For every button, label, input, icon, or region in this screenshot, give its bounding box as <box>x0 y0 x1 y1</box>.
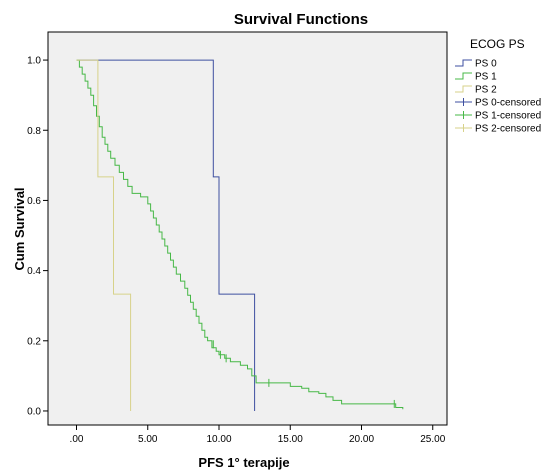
x-axis: .00 5.00 10.00 15.00 20.00 25.00 <box>70 425 446 445</box>
x-tick-label-0: .00 <box>70 434 84 445</box>
legend-label-1: PS 1 <box>475 72 497 83</box>
series-line-ps-0 <box>76 59 256 411</box>
legend-item-1: PS 1 <box>455 72 497 83</box>
x-tick-label-2: 10.00 <box>206 434 231 445</box>
series-layer <box>76 59 404 411</box>
x-tick-label-3: 15.00 <box>278 434 303 445</box>
legend-items: PS 0 PS 1 PS 2 PS 0-censored PS 1-censored PS… <box>455 59 541 135</box>
y-axis-title: Cum Survival <box>12 187 27 270</box>
y-tick-label-5: 1.0 <box>27 56 41 67</box>
legend-label-0: PS 0 <box>475 59 497 70</box>
y-tick-label-2: 0.4 <box>27 266 41 277</box>
x-axis-title: PFS 1° terapije <box>198 455 289 470</box>
legend-swatch-1 <box>455 72 472 80</box>
legend-label-4: PS 1-censored <box>475 111 541 122</box>
series-line-ps-2 <box>76 59 132 411</box>
legend-swatch-2 <box>455 85 472 93</box>
legend-label-3: PS 0-censored <box>475 98 541 109</box>
y-tick-label-1: 0.2 <box>27 336 41 347</box>
x-tick-label-4: 20.00 <box>349 434 374 445</box>
legend-label-2: PS 2 <box>475 85 497 96</box>
legend-label-5: PS 2-censored <box>475 124 541 135</box>
legend-swatch-0 <box>455 59 472 67</box>
y-tick-label-4: 0.8 <box>27 126 41 137</box>
censor-layer <box>212 340 395 408</box>
x-tick-label-1: 5.00 <box>138 434 158 445</box>
legend: ECOG PS PS 0 PS 1 PS 2 PS 0-censored PS 1-ce… <box>455 37 541 135</box>
y-axis: 0.0 0.2 0.4 0.6 0.8 1.0 <box>27 56 48 417</box>
chart-title: Survival Functions <box>234 11 368 28</box>
x-tick-label-5: 25.00 <box>420 434 445 445</box>
legend-title: ECOG PS <box>470 37 525 51</box>
series-line-ps-1 <box>76 59 404 410</box>
y-tick-label-3: 0.6 <box>27 196 41 207</box>
legend-item-4: PS 1-censored <box>455 111 541 122</box>
y-tick-label-0: 0.0 <box>27 406 41 417</box>
legend-item-2: PS 2 <box>455 85 497 96</box>
legend-item-0: PS 0 <box>455 59 497 70</box>
legend-item-5: PS 2-censored <box>455 124 541 135</box>
plot-area <box>47 31 448 426</box>
legend-item-3: PS 0-censored <box>455 98 541 109</box>
